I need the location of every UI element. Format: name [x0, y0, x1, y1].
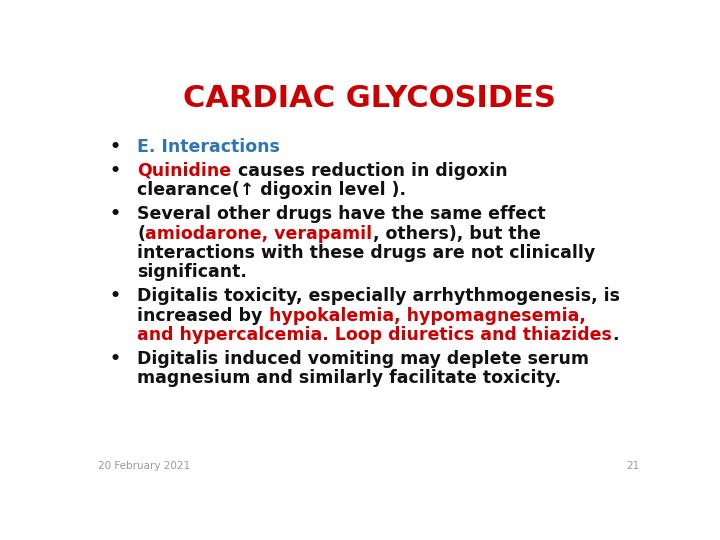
Text: Several other drugs have the same effect: Several other drugs have the same effect — [138, 205, 546, 224]
Text: hypokalemia, hypomagnesemia,: hypokalemia, hypomagnesemia, — [269, 307, 585, 325]
Text: increased by: increased by — [138, 307, 269, 325]
Text: amiodarone, verapamil: amiodarone, verapamil — [145, 225, 372, 242]
Text: 21: 21 — [626, 462, 639, 471]
Text: interactions with these drugs are not clinically: interactions with these drugs are not cl… — [138, 244, 595, 262]
Text: Quinidine: Quinidine — [138, 162, 232, 180]
Text: (: ( — [138, 225, 145, 242]
Text: and hypercalcemia. Loop diuretics and thiazides: and hypercalcemia. Loop diuretics and th… — [138, 326, 612, 344]
Text: Digitalis induced vomiting may deplete serum: Digitalis induced vomiting may deplete s… — [138, 350, 590, 368]
Text: •: • — [109, 205, 121, 224]
Text: Digitalis toxicity, especially arrhythmogenesis, is: Digitalis toxicity, especially arrhythmo… — [138, 287, 621, 305]
Text: significant.: significant. — [138, 263, 247, 281]
Text: •: • — [109, 350, 121, 368]
Text: , others), but the: , others), but the — [372, 225, 541, 242]
Text: 20 February 2021: 20 February 2021 — [99, 462, 191, 471]
Text: .: . — [612, 326, 618, 344]
Text: CARDIAC GLYCOSIDES: CARDIAC GLYCOSIDES — [183, 84, 555, 112]
Text: causes reduction in digoxin: causes reduction in digoxin — [232, 162, 507, 180]
Text: clearance(↑ digoxin level ).: clearance(↑ digoxin level ). — [138, 181, 406, 199]
Text: •: • — [109, 287, 121, 305]
Text: magnesium and similarly facilitate toxicity.: magnesium and similarly facilitate toxic… — [138, 369, 562, 387]
Text: •: • — [109, 138, 121, 156]
Text: E. Interactions: E. Interactions — [138, 138, 280, 156]
Text: •: • — [109, 162, 121, 180]
